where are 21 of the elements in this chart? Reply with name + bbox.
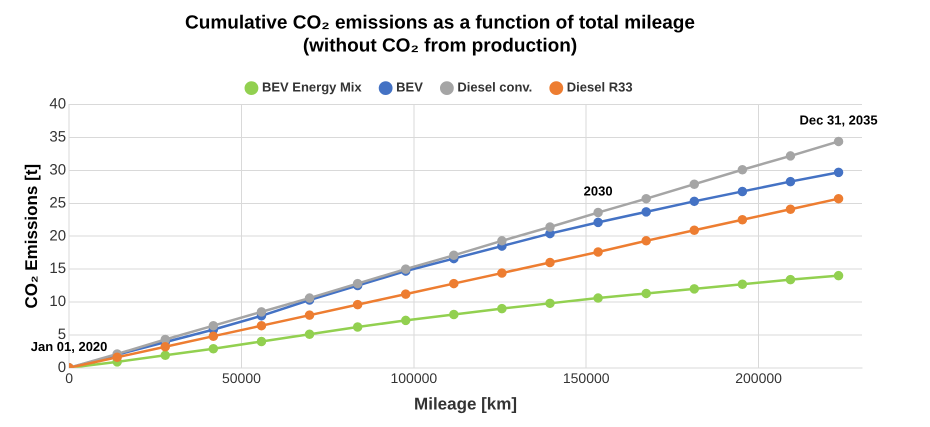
- x-axis-title: Mileage [km]: [414, 394, 518, 414]
- annotation: Dec 31, 2035: [800, 112, 878, 128]
- y-tick-label: 15: [49, 260, 66, 278]
- legend-label: BEV Energy Mix: [262, 80, 362, 95]
- y-tick-label: 20: [49, 227, 66, 244]
- y-tick-label: 40: [49, 96, 66, 113]
- y-tick-label: 25: [49, 194, 66, 212]
- legend-label: Diesel conv.: [457, 80, 532, 95]
- y-tick-label: 35: [49, 128, 66, 146]
- x-tick-label: 50000: [222, 370, 262, 386]
- x-tick-label: 200000: [735, 370, 782, 386]
- chart-title: Cumulative CO₂ emissions as a function of total mileage (without CO₂ from production): [185, 12, 695, 56]
- x-tick-label: 100000: [390, 370, 438, 386]
- y-tick-label: 30: [49, 162, 66, 179]
- y-axis-title: CO₂ Emissions [t]: [22, 164, 41, 308]
- annotation: Jan 01, 2020: [30, 338, 108, 354]
- legend-label: Diesel R33: [566, 80, 633, 95]
- legend-label: BEV: [396, 80, 424, 95]
- y-tick-label: 10: [49, 293, 66, 310]
- x-tick-label: 150000: [562, 370, 610, 386]
- annotation: 2030: [584, 184, 613, 199]
